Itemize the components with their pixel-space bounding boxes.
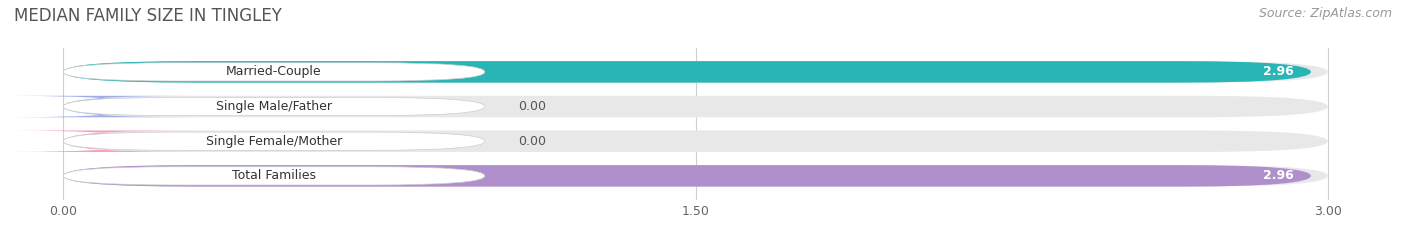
- FancyBboxPatch shape: [63, 63, 485, 81]
- FancyBboxPatch shape: [8, 96, 194, 117]
- Text: Single Male/Father: Single Male/Father: [217, 100, 332, 113]
- Text: 0.00: 0.00: [519, 135, 547, 148]
- Text: Source: ZipAtlas.com: Source: ZipAtlas.com: [1258, 7, 1392, 20]
- FancyBboxPatch shape: [63, 61, 1310, 83]
- FancyBboxPatch shape: [63, 96, 1327, 117]
- FancyBboxPatch shape: [63, 165, 1327, 187]
- Text: MEDIAN FAMILY SIZE IN TINGLEY: MEDIAN FAMILY SIZE IN TINGLEY: [14, 7, 283, 25]
- FancyBboxPatch shape: [8, 130, 194, 152]
- FancyBboxPatch shape: [63, 97, 485, 116]
- Text: 2.96: 2.96: [1264, 65, 1294, 78]
- Text: Total Families: Total Families: [232, 169, 316, 182]
- Text: Married-Couple: Married-Couple: [226, 65, 322, 78]
- Text: 2.96: 2.96: [1264, 169, 1294, 182]
- Text: Single Female/Mother: Single Female/Mother: [205, 135, 342, 148]
- FancyBboxPatch shape: [63, 167, 485, 185]
- FancyBboxPatch shape: [63, 130, 1327, 152]
- FancyBboxPatch shape: [63, 61, 1327, 83]
- FancyBboxPatch shape: [63, 165, 1310, 187]
- FancyBboxPatch shape: [63, 132, 485, 150]
- Text: 0.00: 0.00: [519, 100, 547, 113]
